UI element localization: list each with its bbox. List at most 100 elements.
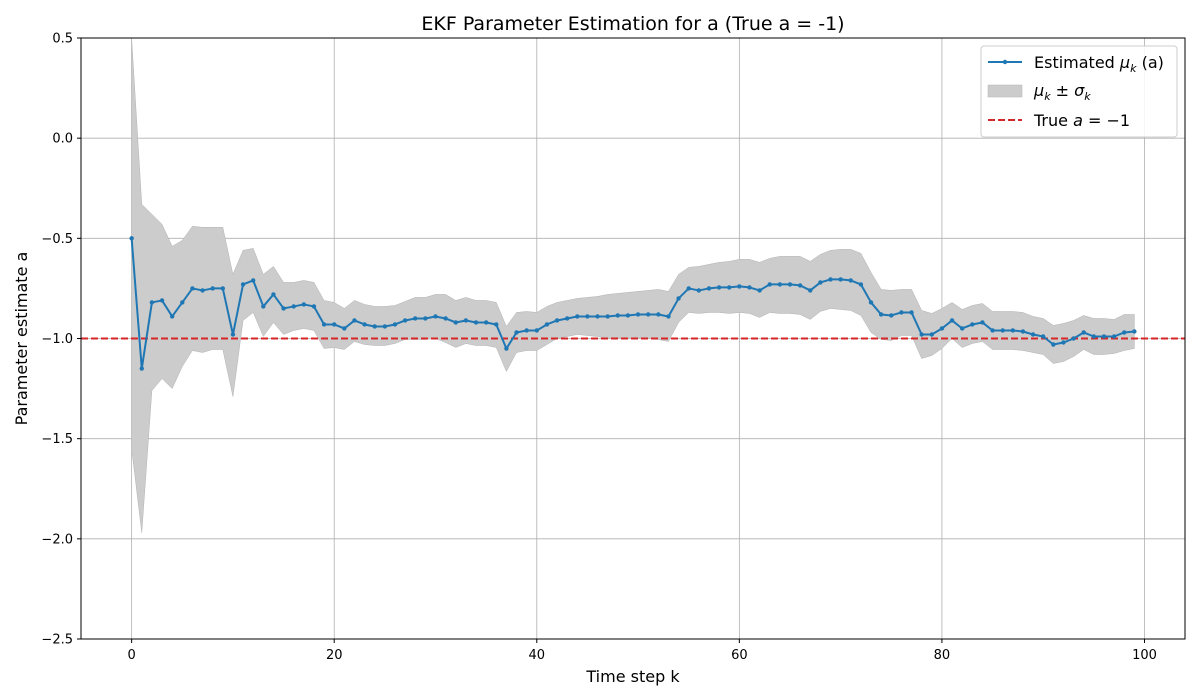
y-tick-label: 0.0: [52, 132, 73, 147]
estimate-point: [1081, 330, 1086, 335]
estimate-point: [271, 292, 276, 297]
estimate-point: [1091, 334, 1097, 339]
estimate-point: [149, 300, 155, 305]
x-tick-label: 0: [128, 648, 136, 663]
legend-subscript: k: [1044, 90, 1051, 103]
estimate-point: [848, 278, 853, 283]
estimate-point: [1071, 336, 1076, 341]
estimate-point: [818, 280, 823, 285]
estimate-point: [939, 326, 945, 331]
estimate-point: [159, 298, 165, 303]
legend-symbol-pm: ±: [1051, 81, 1075, 100]
estimate-point: [949, 318, 955, 323]
estimate-point: [797, 283, 803, 288]
estimate-point: [433, 314, 438, 319]
estimate-point: [200, 288, 205, 293]
legend-symbol-a: a: [1073, 111, 1083, 130]
estimate-point: [240, 282, 246, 287]
estimate-point: [696, 288, 702, 293]
estimate-point: [1122, 330, 1127, 335]
estimate-point: [858, 282, 864, 287]
estimate-point: [362, 322, 367, 327]
estimate-point: [544, 322, 550, 327]
estimate-point: [483, 320, 489, 325]
estimate-point: [767, 282, 772, 287]
std-band-group: [131, 37, 1135, 533]
legend-text-part: Estimated: [1034, 53, 1120, 72]
chart-title: EKF Parameter Estimation for a (True a =…: [421, 13, 844, 35]
y-tick-label: −1.5: [41, 432, 73, 447]
estimate-point: [311, 304, 317, 309]
y-tick-label: −0.5: [41, 232, 73, 247]
estimate-point: [554, 318, 560, 323]
estimate-point: [453, 320, 458, 325]
legend-symbol-mu: μ: [1119, 53, 1130, 72]
legend-symbol-sigma: σ: [1074, 81, 1085, 100]
estimate-point: [575, 314, 580, 319]
estimate-point: [1061, 340, 1066, 345]
estimate-point: [1111, 334, 1117, 339]
estimate-point: [656, 312, 661, 317]
ticks-group: 0 20 40 60 80 100 −2.5 −2.0 −1.5 −1.0 −0.5 0.0 0.5: [41, 32, 1156, 664]
estimate-point: [1101, 334, 1107, 339]
estimate-point: [139, 366, 144, 371]
estimate-point: [514, 330, 519, 335]
estimate-point: [959, 326, 965, 331]
estimate-point: [564, 316, 570, 321]
estimate-point: [301, 302, 307, 307]
y-tick-label: −1.0: [41, 332, 73, 347]
y-axis-label: Parameter estimate a: [12, 252, 31, 426]
legend-text-part: (a): [1136, 53, 1163, 72]
estimate-point: [777, 282, 783, 287]
legend-estimate-marker: [1002, 59, 1008, 65]
estimate-point: [605, 314, 610, 319]
estimate-point: [757, 288, 762, 293]
estimate-point: [615, 313, 621, 318]
estimate-point: [190, 286, 195, 291]
estimate-point: [919, 332, 924, 337]
std-band: [131, 37, 1135, 533]
estimate-point: [220, 286, 225, 291]
estimate-point: [534, 328, 539, 333]
estimate-point: [808, 288, 813, 293]
x-tick-label: 100: [1132, 648, 1157, 663]
estimate-point: [250, 278, 256, 283]
estimate-point: [129, 236, 134, 241]
estimate-point: [261, 304, 266, 309]
estimate-point: [372, 324, 377, 329]
estimate-point: [1132, 329, 1137, 334]
legend-text-part: True: [1033, 111, 1073, 130]
estimate-point: [980, 320, 985, 325]
estimate-point: [423, 316, 428, 321]
estimate-point: [402, 318, 408, 323]
estimate-point: [727, 285, 732, 290]
estimate-point: [585, 314, 590, 319]
estimate-point: [889, 313, 894, 318]
estimate-point: [443, 316, 448, 321]
y-tick-label: 0.5: [52, 32, 73, 47]
legend-symbol-mu: μ: [1033, 81, 1044, 100]
estimate-line: [130, 238, 1135, 370]
legend-box: [980, 45, 1178, 138]
estimate-point: [524, 328, 529, 333]
x-axis-label: Time step k: [585, 667, 680, 686]
estimate-point: [909, 310, 914, 315]
estimate-point: [392, 322, 398, 327]
estimate-point: [180, 300, 185, 305]
legend-band-swatch: [987, 84, 1023, 98]
estimate-point: [595, 314, 600, 319]
estimate-point: [342, 326, 347, 331]
y-tick-label: −2.0: [41, 532, 73, 547]
legend-label-band: μk ± σk: [1033, 81, 1091, 103]
estimate-point: [169, 314, 175, 319]
estimate-point: [1020, 329, 1026, 334]
x-tick-label: 80: [934, 648, 951, 663]
estimate-point: [666, 314, 671, 319]
estimate-point: [828, 277, 833, 282]
estimate-point: [352, 318, 357, 323]
estimate-point: [838, 277, 843, 282]
estimate-point: [1041, 334, 1046, 339]
estimate-point: [706, 286, 712, 291]
estimate-point: [1051, 342, 1056, 347]
